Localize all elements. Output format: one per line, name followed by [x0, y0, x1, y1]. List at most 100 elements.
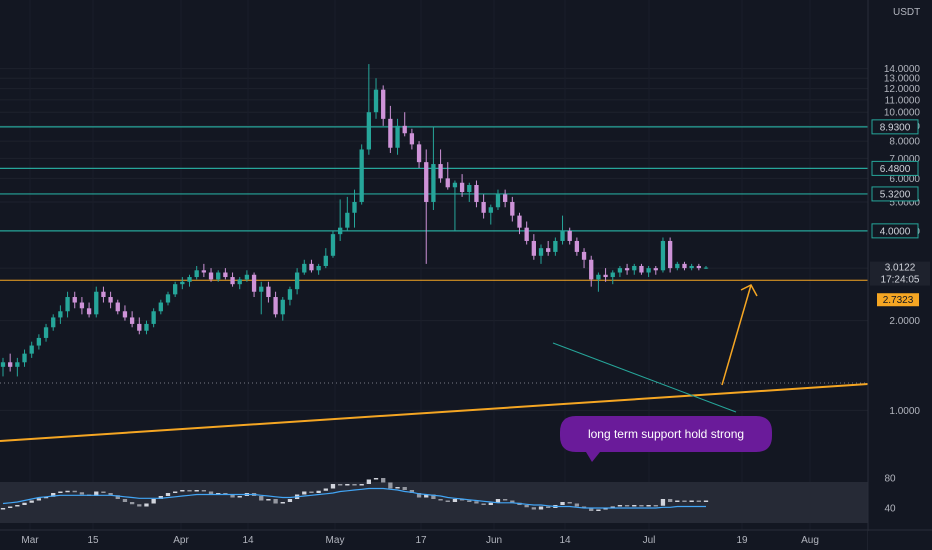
candle-body [323, 255, 328, 266]
price-tick-label: 10.0000 [884, 108, 921, 119]
indicator-bar [15, 505, 20, 507]
candle-body [58, 311, 63, 318]
time-tick-label: 14 [559, 535, 571, 546]
indicator-bar [273, 499, 278, 504]
indicator-bar [646, 505, 651, 507]
price-tick-label: 12.0000 [884, 84, 921, 95]
candle-body [36, 337, 42, 346]
price-tick-label: 14.0000 [884, 64, 921, 75]
last-price-label: 3.0122 [885, 263, 916, 274]
indicator-bar [230, 494, 235, 498]
indicator-bar [29, 500, 34, 503]
indicator-bar [524, 505, 529, 508]
indicator-bar [259, 496, 264, 501]
candle-body [259, 286, 264, 292]
indicator-bar [682, 500, 687, 502]
candle-body [502, 194, 508, 202]
indicator-bar [302, 491, 307, 495]
indicator-bar [22, 502, 27, 505]
candle-body [22, 353, 27, 363]
candle-body [223, 272, 228, 278]
indicator-bar [58, 491, 63, 493]
indicator-bar [474, 501, 479, 504]
candle-body [86, 308, 92, 315]
candle-body [653, 268, 658, 271]
indicator-bar [280, 502, 285, 504]
indicator-bar [187, 490, 192, 492]
support-price-label: 2.7323 [883, 295, 914, 306]
indicator-bar [373, 478, 379, 480]
level-tag-label: 6.4800 [880, 164, 911, 175]
candle-body [15, 362, 20, 367]
candle-body [345, 212, 350, 228]
callout-text: long term support hold strong [588, 427, 744, 441]
indicator-bar [502, 499, 508, 501]
candle-body [474, 184, 479, 202]
candle-body [402, 125, 407, 134]
indicator-bar [208, 491, 214, 495]
candle-body [560, 230, 565, 241]
indicator-tick-label: 40 [884, 504, 896, 515]
indicator-bar [395, 487, 400, 489]
candle-body [65, 297, 70, 312]
annotation-callout[interactable]: long term support hold strong [560, 416, 772, 462]
indicator-bar [467, 500, 472, 502]
candle-body [416, 144, 422, 163]
indicator-bar [445, 500, 450, 502]
candle-body [29, 345, 34, 354]
trend-lines [0, 284, 869, 442]
candle-body [610, 272, 615, 278]
time-axis[interactable]: Mar 15 Apr 14 May 17 Jun 14 Jul 19 Aug [21, 535, 819, 546]
candle-body [266, 286, 271, 298]
indicator-tick-label: 80 [884, 474, 896, 485]
indicator-bar [546, 506, 551, 508]
candle-body [280, 299, 285, 315]
price-tick-label: 7.0000 [889, 154, 920, 165]
support-trendline[interactable] [0, 383, 869, 442]
candle-body [617, 268, 623, 273]
indicator-bar [424, 494, 429, 498]
indicator-bar [381, 478, 386, 483]
indicator-bar [402, 487, 407, 490]
time-tick-label: Mar [21, 535, 39, 546]
time-tick-label: 17 [415, 535, 427, 546]
indicator-bar [129, 502, 135, 505]
indicator-bar [510, 500, 515, 503]
price-tick-label: 5.0000 [889, 197, 920, 208]
indicator-bar [65, 490, 70, 493]
candles [0, 64, 709, 377]
candle-body [646, 268, 651, 273]
indicator-bar [338, 484, 343, 486]
candle-body [180, 281, 185, 285]
price-tick-label: 11.0000 [885, 95, 921, 106]
indicator-bar [144, 503, 149, 507]
indicator-bar [72, 490, 77, 493]
candle-body [273, 297, 278, 315]
candle-body [294, 272, 300, 290]
candle-body [381, 89, 386, 119]
indicator-bar [703, 500, 709, 502]
candle-body [703, 267, 709, 269]
level-tag [871, 160, 919, 176]
indicator-bar [488, 502, 493, 505]
indicator-bar [101, 491, 106, 493]
candle-body [624, 268, 630, 271]
indicator-bar [409, 490, 415, 493]
candle-body [567, 230, 572, 241]
level-tag-label: 5.3200 [880, 189, 911, 200]
time-tick-label: Jul [643, 535, 656, 546]
indicator-bar [481, 503, 486, 505]
candle-body [517, 215, 522, 228]
descending-resistance-line[interactable] [552, 342, 737, 413]
candle-body [574, 240, 580, 252]
indicator-bar [431, 494, 436, 499]
indicator-bar [438, 499, 443, 501]
indicator-bar [165, 493, 171, 496]
breakout-arrow-line[interactable] [721, 284, 752, 386]
level-tag-label: 8.9300 [880, 122, 911, 133]
indicator-bar [194, 490, 199, 492]
time-tick-label: Apr [173, 535, 189, 546]
indicator-bar [689, 500, 694, 502]
indicator-bar [0, 508, 6, 510]
